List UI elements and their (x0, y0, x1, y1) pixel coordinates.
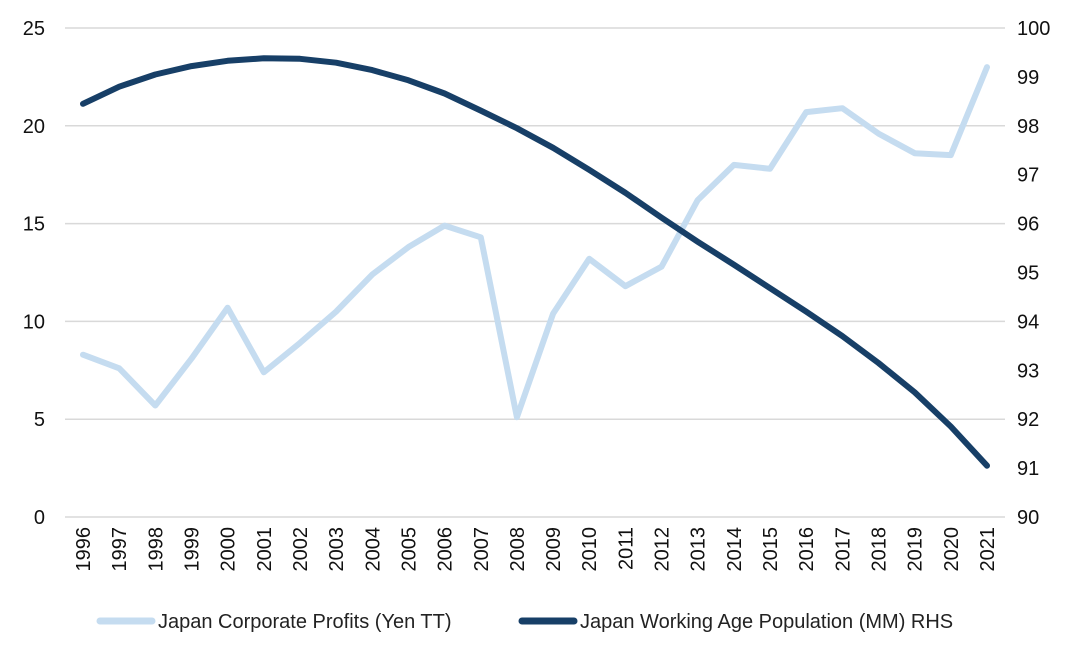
x-tick-label: 2017 (832, 527, 854, 572)
x-tick-label: 2006 (435, 527, 457, 572)
x-tick-label: 2015 (760, 527, 782, 572)
series-line-corporate-profits (80, 64, 990, 421)
right-y-tick-label: 90 (1017, 507, 1039, 529)
x-tick-label: 2003 (326, 527, 348, 572)
left-y-tick-label: 5 (34, 409, 45, 431)
x-tick-label: 1996 (73, 527, 95, 572)
x-tick-label: 2012 (652, 527, 674, 572)
legend-label-population: Japan Working Age Population (MM) RHS (580, 611, 953, 633)
right-y-axis: 90 91 92 93 94 95 96 97 98 99 100 (1017, 18, 1050, 529)
x-tick-label: 2000 (218, 527, 240, 572)
legend-label-profits: Japan Corporate Profits (Yen TT) (158, 611, 451, 633)
x-tick-label: 1998 (145, 527, 167, 572)
legend: Japan Corporate Profits (Yen TT) Japan W… (96, 611, 953, 633)
series-line-working-age-population (80, 55, 990, 469)
x-tick-label: 2009 (543, 527, 565, 572)
right-y-tick-label: 99 (1017, 67, 1039, 89)
right-y-tick-label: 98 (1017, 116, 1039, 138)
x-tick-label: 2008 (507, 527, 529, 572)
x-tick-label: 2002 (290, 527, 312, 572)
right-y-tick-label: 96 (1017, 214, 1039, 236)
x-tick-label: 2007 (471, 527, 493, 572)
x-tick-label: 2021 (977, 527, 999, 572)
left-y-tick-label: 20 (23, 116, 45, 138)
right-y-tick-label: 94 (1017, 311, 1039, 333)
x-tick-label: 1999 (181, 527, 203, 572)
gridlines (65, 27, 1005, 518)
x-tick-label: 2014 (724, 527, 746, 572)
legend-item-profits: Japan Corporate Profits (Yen TT) (96, 611, 451, 633)
legend-item-population: Japan Working Age Population (MM) RHS (518, 611, 953, 633)
x-tick-label: 2001 (254, 527, 276, 572)
right-y-tick-label: 100 (1017, 18, 1050, 40)
x-tick-label: 2019 (905, 527, 927, 572)
series-lines (80, 55, 990, 469)
left-y-axis: 0 5 10 15 20 25 (23, 18, 45, 529)
right-y-tick-label: 91 (1017, 458, 1039, 480)
x-tick-label: 2011 (615, 527, 637, 570)
x-tick-label: 2013 (688, 527, 710, 572)
x-tick-label: 2005 (398, 527, 420, 572)
x-tick-label: 2018 (869, 527, 891, 572)
x-axis: 1996 1997 1998 1999 2000 2001 2002 2003 2004 2005… (73, 527, 999, 572)
left-y-tick-label: 0 (34, 507, 45, 529)
x-tick-label: 2020 (941, 527, 963, 572)
right-y-tick-label: 92 (1017, 409, 1039, 431)
right-y-tick-label: 93 (1017, 360, 1039, 382)
x-tick-label: 2010 (579, 527, 601, 572)
x-tick-label: 2004 (362, 527, 384, 572)
x-tick-label: 2016 (796, 527, 818, 572)
right-y-tick-label: 95 (1017, 263, 1039, 285)
x-tick-label: 1997 (109, 527, 131, 572)
right-y-tick-label: 97 (1017, 165, 1039, 187)
left-y-tick-label: 25 (23, 18, 45, 40)
left-y-tick-label: 10 (23, 311, 45, 333)
left-y-tick-label: 15 (23, 214, 45, 236)
